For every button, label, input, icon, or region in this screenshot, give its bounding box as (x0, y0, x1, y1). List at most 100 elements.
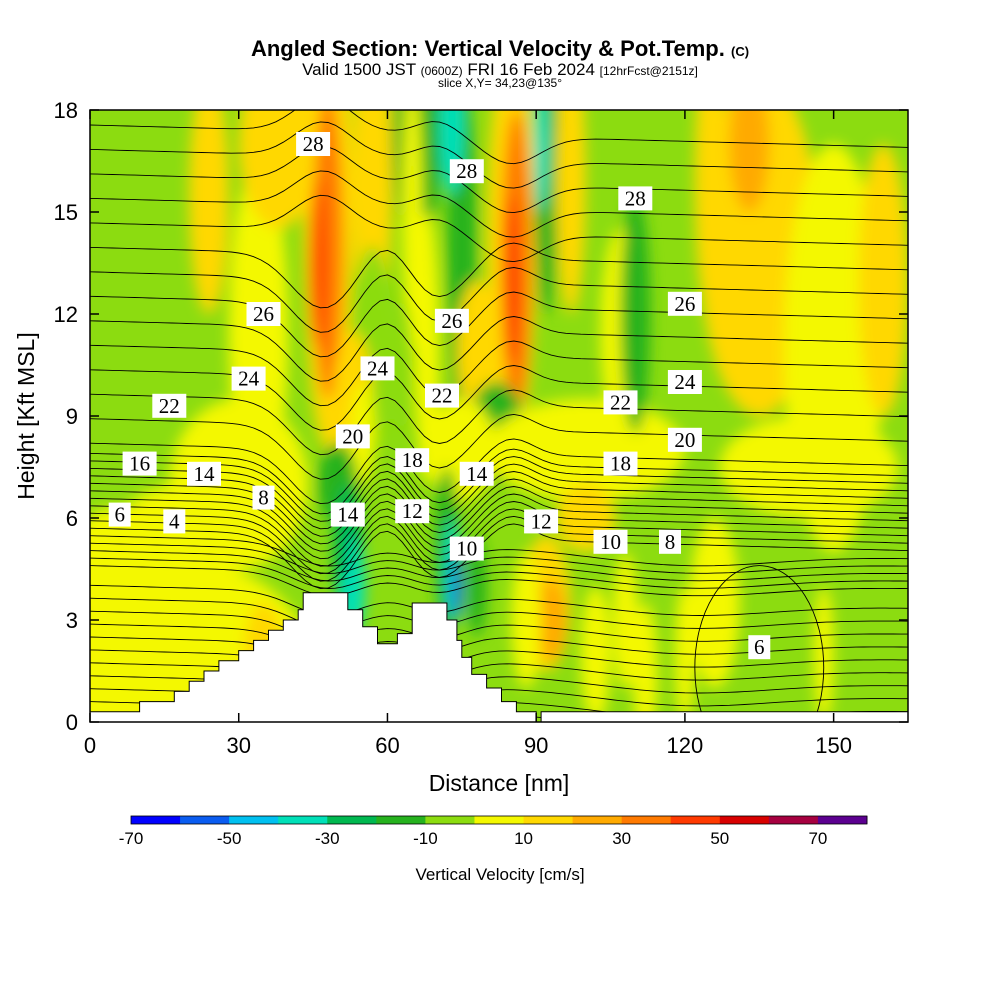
isentrope-line (90, 316, 908, 382)
colorbar-swatch (768, 816, 819, 824)
isentrope-closed-line (694, 565, 825, 722)
subtitle-utc: (0600Z) (420, 64, 463, 78)
isentrope-line (90, 649, 908, 681)
contour-label-box (425, 383, 459, 408)
isentrope-line (90, 471, 908, 537)
velocity-cell (511, 552, 542, 688)
subtitle-valid: Valid 1500 JST (302, 60, 416, 79)
y-tick-label: 9 (66, 404, 78, 429)
contour-label: 10 (449, 536, 484, 561)
contour-label: 28 (618, 186, 653, 211)
contour-label-text: 26 (441, 309, 462, 333)
velocity-cell (228, 161, 289, 501)
velocity-cell (556, 110, 586, 314)
isentrope-line (90, 456, 908, 522)
contour-label-text: 16 (129, 452, 150, 476)
contour-label-box (659, 529, 681, 554)
contour-label-box (246, 302, 281, 326)
isentrope-line (90, 340, 908, 407)
colorbar-tick-label: -70 (119, 829, 144, 848)
x-axis-label: Distance [nm] (429, 770, 570, 796)
contour-label-box (603, 451, 638, 476)
isentrope-line (90, 170, 908, 238)
contour-label-text: 6 (114, 503, 125, 527)
velocity-cell (503, 195, 519, 365)
isentrope-line (90, 493, 908, 560)
contour-label-box (252, 485, 275, 510)
colorbar-swatch (572, 816, 623, 824)
contour-labels: 28 28 28 26 26 26 24 24 24 22 22 22 20 20 18 18 16 14 14 14… (108, 132, 771, 660)
colorbar-swatch (229, 816, 279, 824)
x-tick-label: 30 (226, 733, 250, 758)
contour-label-text: 26 (253, 302, 274, 326)
isentrope-line (90, 623, 908, 655)
isentrope-line (90, 542, 908, 574)
contour-label-box (163, 509, 186, 534)
y-axis-ticks: 0 3 6 9 12 15 18 (54, 98, 908, 735)
plot-area: 28 28 28 26 26 26 24 24 24 22 22 22 20 20 18 18 16 14 14 14… (90, 110, 908, 722)
y-tick-label: 0 (66, 710, 78, 735)
contour-label-box (603, 390, 638, 415)
velocity-cell (533, 110, 549, 212)
contour-label-text: 10 (600, 530, 621, 554)
contour-label-text: 6 (754, 635, 765, 659)
isentrope-line (90, 242, 908, 309)
isentrope-line (90, 610, 908, 642)
isentrope-line (90, 145, 908, 214)
velocity-cell (632, 603, 658, 722)
colorbar-tick-label: 30 (612, 829, 631, 848)
contour-label-text: 24 (238, 367, 260, 391)
contour-label-box (231, 366, 266, 391)
isentrope-line (90, 515, 908, 582)
contour-label: 8 (659, 529, 681, 554)
velocity-cell (620, 195, 651, 433)
contour-label-box (459, 461, 494, 486)
colorbar-swatch (180, 816, 230, 824)
isentrope-line (90, 523, 908, 590)
isentrope-line (90, 557, 908, 589)
x-tick-label: 60 (375, 733, 399, 758)
subtitle-forecast: [12hrFcst@2151z] (599, 64, 698, 78)
colorbar-tick-label: 10 (514, 829, 533, 848)
contour-label: 18 (603, 451, 638, 476)
isentrope-line (90, 463, 908, 530)
x-tick-label: 0 (84, 733, 96, 758)
contour-label: 28 (449, 159, 484, 184)
velocity-cell (580, 586, 611, 722)
colorbar-label: Vertical Velocity [cm/s] (415, 865, 584, 884)
velocity-cell (310, 178, 326, 348)
contour-label-box (335, 424, 370, 449)
contour-label-box (330, 502, 365, 527)
isentrope-line (90, 110, 908, 165)
contour-label: 22 (603, 390, 638, 415)
colorbar-frame (130, 815, 868, 825)
contour-label-box (108, 502, 131, 527)
colorbar-swatch (621, 816, 672, 824)
isentrope-line (90, 389, 908, 456)
colorbar-swatch (817, 816, 868, 824)
contour-label-text: 28 (456, 159, 477, 183)
colorbar-swatch (278, 816, 328, 824)
colorbar-tick-label: -30 (315, 829, 340, 848)
contour-label-box (187, 461, 221, 486)
velocity-cell (858, 144, 908, 416)
contour-label-box (395, 499, 430, 524)
contour-label-text: 18 (610, 452, 631, 476)
chart-title: Angled Section: Vertical Velocity & Pot.… (0, 36, 1000, 62)
contour-label: 6 (748, 635, 771, 660)
colorbar-tick-label: -10 (413, 829, 438, 848)
colorbar-swatch (719, 816, 770, 824)
isentrope-line (90, 597, 908, 630)
contour-label: 8 (252, 485, 275, 510)
contour-label-text: 20 (342, 424, 363, 448)
isentrope-line (90, 550, 908, 582)
subtitle-date: FRI 16 Feb 2024 (467, 60, 595, 79)
contour-label: 20 (667, 427, 702, 452)
contour-label: 6 (108, 502, 131, 527)
isentrope-line (90, 413, 908, 480)
velocity-cell (813, 586, 834, 722)
contour-label-box (748, 635, 771, 660)
isentrope-line (90, 636, 908, 668)
contour-label-text: 14 (194, 462, 216, 486)
contour-label-text: 28 (625, 186, 646, 210)
